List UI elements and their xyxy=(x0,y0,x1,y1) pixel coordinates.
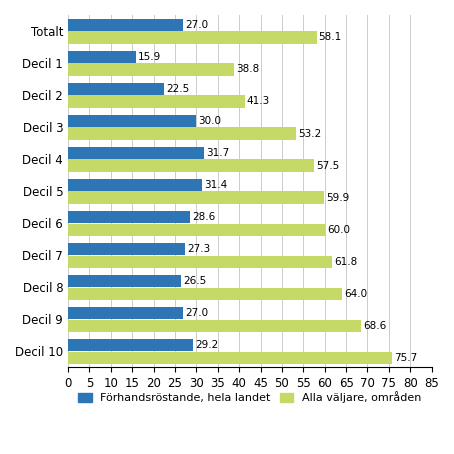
Text: 53.2: 53.2 xyxy=(298,128,321,138)
Bar xyxy=(68,352,392,364)
Bar xyxy=(68,19,183,31)
Text: 15.9: 15.9 xyxy=(138,52,162,62)
Bar xyxy=(68,83,164,95)
Bar xyxy=(68,320,361,332)
Bar xyxy=(68,50,136,63)
Text: 75.7: 75.7 xyxy=(394,353,417,363)
Bar xyxy=(68,287,342,300)
Bar xyxy=(68,243,185,255)
Text: 41.3: 41.3 xyxy=(247,97,270,107)
Bar xyxy=(68,147,203,159)
Text: 58.1: 58.1 xyxy=(319,32,342,42)
Bar xyxy=(68,211,190,223)
Text: 22.5: 22.5 xyxy=(166,84,190,94)
Bar xyxy=(68,128,296,139)
Text: 30.0: 30.0 xyxy=(198,116,222,126)
Text: 27.0: 27.0 xyxy=(186,20,209,30)
Text: 38.8: 38.8 xyxy=(236,64,259,74)
Text: 29.2: 29.2 xyxy=(195,340,218,350)
Bar xyxy=(68,114,196,127)
Text: 60.0: 60.0 xyxy=(327,225,350,235)
Text: 59.9: 59.9 xyxy=(326,192,350,202)
Bar xyxy=(68,64,234,75)
Bar xyxy=(68,339,193,351)
Bar xyxy=(68,95,245,108)
Bar xyxy=(68,179,202,191)
Bar xyxy=(68,307,183,319)
Bar xyxy=(68,256,332,268)
Text: 64.0: 64.0 xyxy=(344,289,367,299)
Text: 28.6: 28.6 xyxy=(192,212,216,222)
Bar xyxy=(68,192,324,204)
Text: 31.4: 31.4 xyxy=(204,180,228,190)
Legend: Förhandsröstande, hela landet, Alla väljare, områden: Förhandsröstande, hela landet, Alla välj… xyxy=(74,387,426,408)
Text: 27.0: 27.0 xyxy=(186,308,209,318)
Bar xyxy=(68,31,316,44)
Text: 31.7: 31.7 xyxy=(206,148,229,158)
Text: 57.5: 57.5 xyxy=(316,161,340,171)
Bar xyxy=(68,275,181,287)
Text: 61.8: 61.8 xyxy=(335,257,358,266)
Bar xyxy=(68,159,314,172)
Text: 26.5: 26.5 xyxy=(183,276,207,286)
Text: 27.3: 27.3 xyxy=(187,244,210,254)
Bar xyxy=(68,223,325,236)
Text: 68.6: 68.6 xyxy=(364,321,387,331)
